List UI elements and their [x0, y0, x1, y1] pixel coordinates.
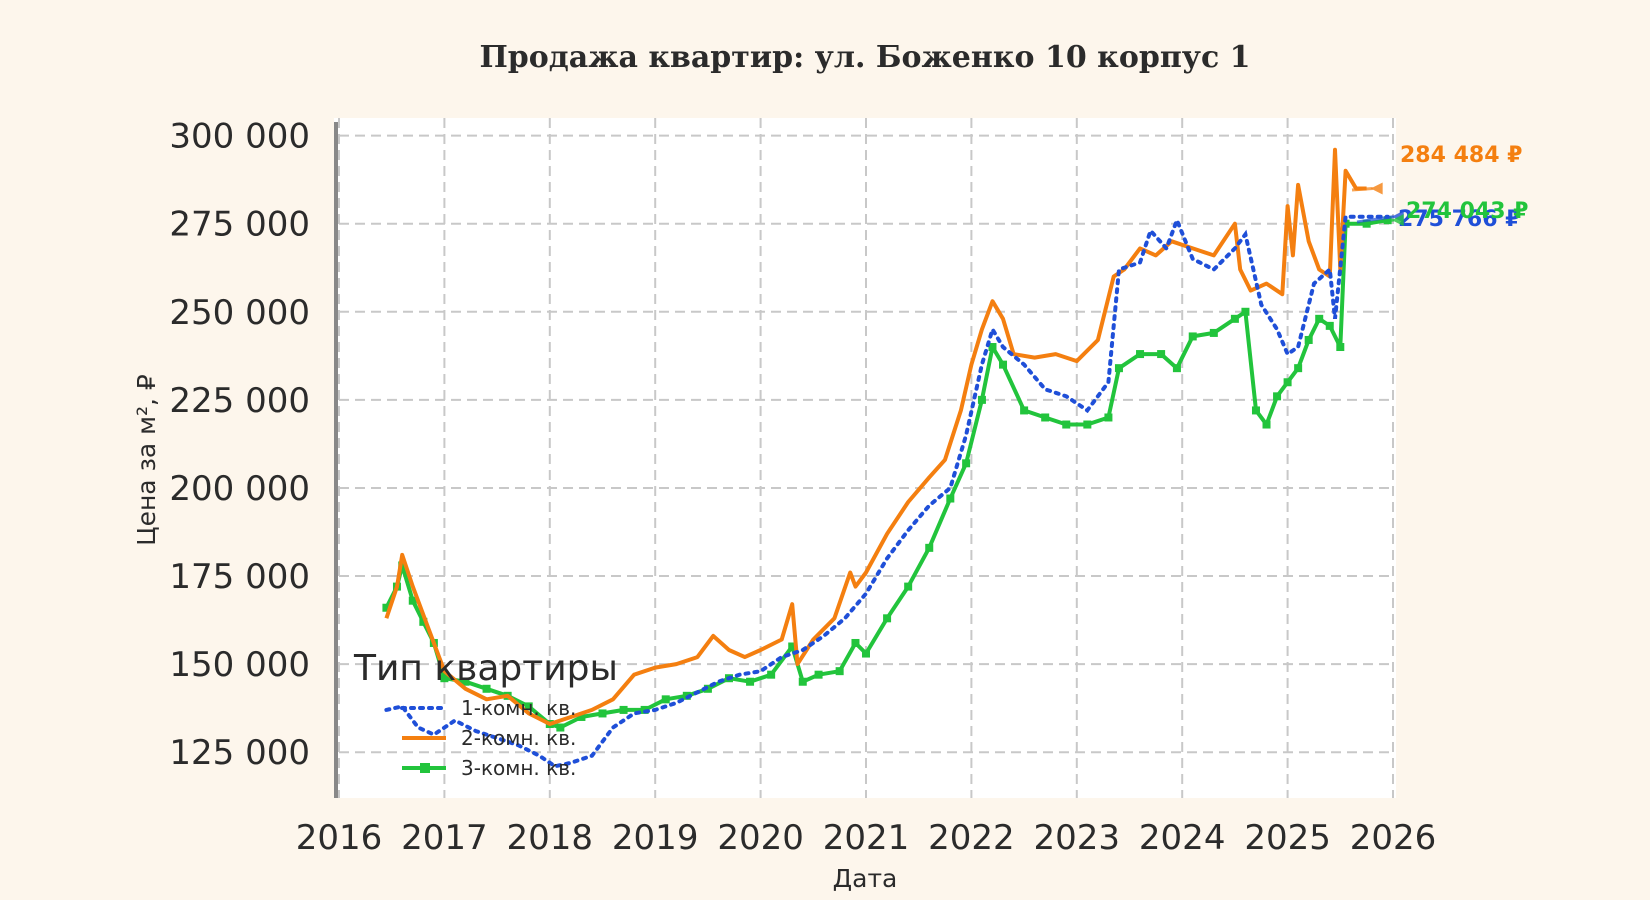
series-point [814, 670, 823, 679]
series-point [1304, 335, 1313, 344]
legend: Тип квартиры 1-комн. кв. 2-комн. кв. 3-ком… [353, 648, 618, 780]
series-point [1136, 350, 1145, 359]
series-point [999, 360, 1008, 369]
y-tick-label: 225 000 [169, 381, 310, 421]
series-point [862, 649, 870, 658]
series-point [382, 603, 391, 612]
series-point [440, 674, 449, 683]
series-point [1020, 406, 1029, 415]
series-point [619, 705, 628, 714]
series-point [1062, 420, 1071, 429]
y-tick-label: 125 000 [169, 733, 310, 773]
x-tick-label: 2026 [1350, 818, 1437, 858]
series-point [419, 617, 428, 626]
series-point [1041, 413, 1050, 422]
legend-entry-3: 3-комн. кв. [461, 756, 576, 780]
tick-labels: 2016 2017 2018 2019 2020 2021 2022 2023 2024 2025… [169, 117, 1436, 858]
series-point [408, 596, 417, 605]
y-axis-label: Цена за м², ₽ [132, 374, 161, 546]
x-tick-label: 2019 [612, 818, 699, 858]
series-point [524, 702, 533, 711]
series-point [1104, 413, 1113, 422]
series-point [798, 677, 807, 686]
x-tick-label: 2025 [1244, 818, 1331, 858]
series-point [482, 684, 491, 693]
y-tick-label: 275 000 [169, 205, 310, 245]
series-point [835, 667, 844, 676]
series-point [746, 677, 755, 686]
series-point [1341, 219, 1350, 228]
legend-entry-2: 2-комн. кв. [461, 726, 576, 750]
end-label-arrow [1359, 218, 1394, 226]
series-layer [382, 147, 1392, 769]
series-point [904, 582, 913, 591]
series-line-2 [384, 147, 1367, 726]
end-label-arrowhead [1391, 214, 1404, 227]
series-point [1336, 343, 1345, 352]
series-point [1325, 321, 1334, 330]
x-tick-label: 2023 [1034, 818, 1121, 858]
y-tick-label: 250 000 [169, 293, 310, 333]
series-point [1172, 364, 1181, 373]
series-point [883, 614, 892, 623]
series-point [577, 712, 586, 721]
y-tick-label: 175 000 [169, 557, 310, 597]
y-tick-label: 300 000 [169, 117, 310, 157]
series-point [946, 494, 955, 503]
series-point [1083, 420, 1092, 429]
series-point [1209, 328, 1218, 337]
series-point [988, 343, 997, 352]
series-point [1157, 350, 1166, 359]
series-point [977, 395, 986, 404]
x-tick-label: 2020 [717, 818, 804, 858]
legend-marker [420, 763, 430, 773]
x-axis-label: Дата [833, 864, 898, 893]
end-label: 284 484 ₽ [1400, 143, 1522, 168]
series-point [925, 543, 934, 552]
series-point [1283, 378, 1292, 387]
series-point [962, 459, 971, 468]
series-point [1273, 392, 1282, 401]
legend-title: Тип квартиры [353, 648, 618, 689]
x-tick-label: 2024 [1139, 818, 1226, 858]
series-point [1114, 364, 1123, 373]
series-point [1230, 314, 1239, 323]
series-point [767, 670, 776, 679]
series-point [461, 677, 470, 686]
series-point [1251, 406, 1260, 415]
series-point [661, 695, 670, 704]
end-label: 275 766 ₽ [1398, 207, 1520, 232]
y-tick-label: 200 000 [169, 469, 310, 509]
end-label: 274 043 ₽ [1406, 199, 1528, 224]
series-point [1294, 364, 1303, 373]
x-tick-label: 2021 [823, 818, 910, 858]
series-point [1188, 332, 1197, 341]
series-point [1315, 314, 1324, 323]
legend-entry-1: 1-комн. кв. [461, 696, 576, 720]
x-tick-label: 2022 [928, 818, 1015, 858]
series-point [1262, 420, 1271, 429]
series-point [851, 638, 860, 647]
series-line-1 [384, 214, 1390, 769]
y-tick-label: 150 000 [169, 645, 310, 685]
series-point [1241, 307, 1250, 316]
chart-title: Продажа квартир: ул. Боженко 10 корпус 1 [479, 40, 1250, 75]
x-tick-label: 2016 [296, 818, 383, 858]
end-label-arrowhead [1370, 182, 1383, 195]
x-tick-label: 2017 [401, 818, 488, 858]
end-labels: 275 766 ₽ 284 484 ₽ 274 043 ₽ [1351, 143, 1528, 232]
x-tick-label: 2018 [507, 818, 594, 858]
end-label-arrow [1356, 215, 1394, 224]
series-point [788, 642, 797, 651]
end-label-arrow [1351, 186, 1373, 192]
series-point [556, 723, 565, 732]
series-point [598, 709, 607, 718]
